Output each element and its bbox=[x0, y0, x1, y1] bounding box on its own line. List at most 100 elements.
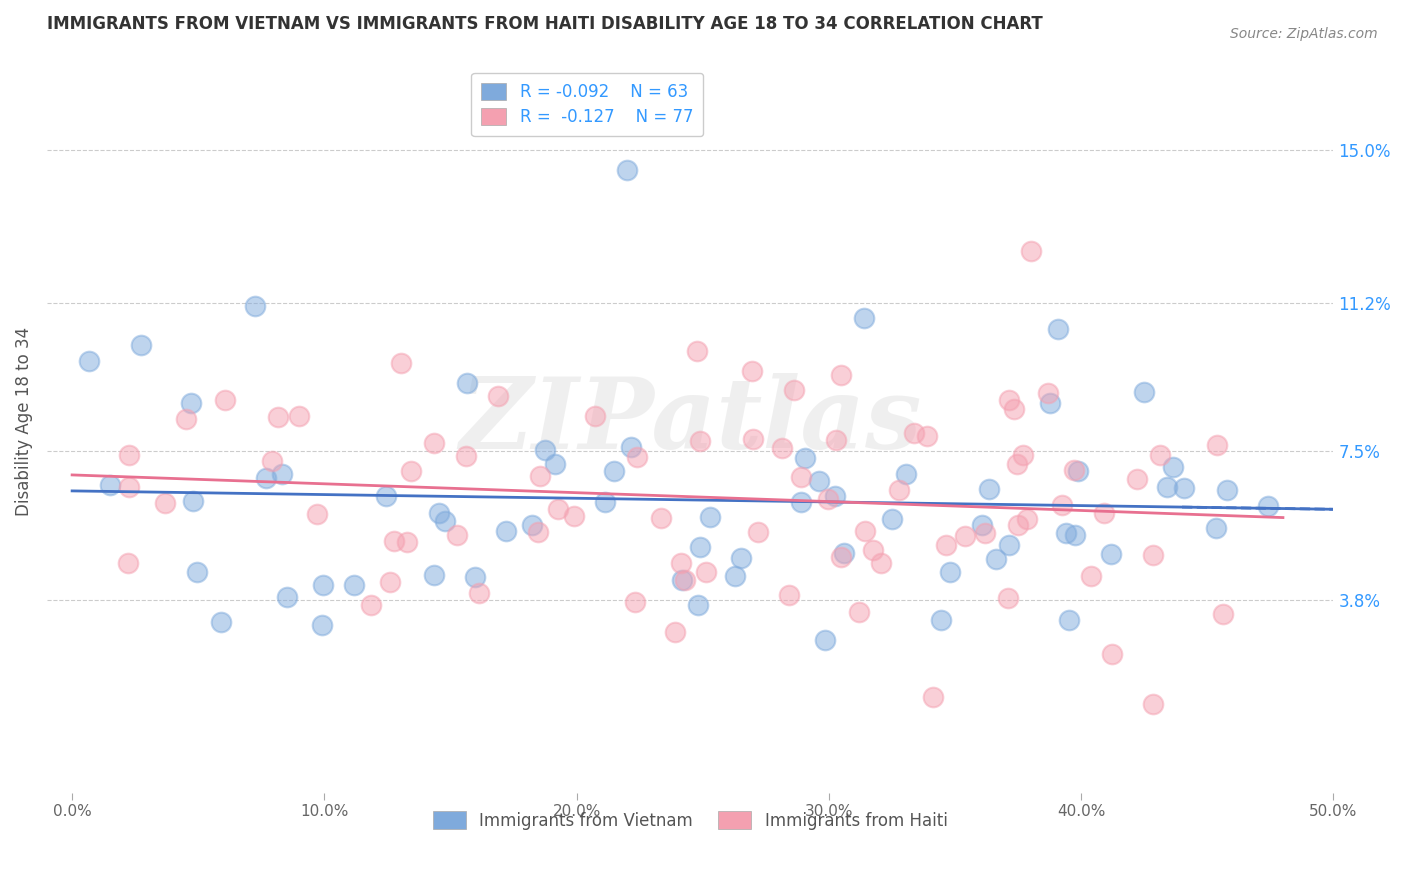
Point bbox=[98, 478, 121, 492]
Point bbox=[1015, 512, 1038, 526]
Point bbox=[464, 569, 486, 583]
Point bbox=[832, 546, 855, 560]
Text: ZIPatlas: ZIPatlas bbox=[458, 373, 921, 469]
Point bbox=[1063, 463, 1085, 477]
Point bbox=[529, 469, 551, 483]
Point bbox=[378, 574, 401, 589]
Point bbox=[456, 449, 478, 463]
Point bbox=[209, 615, 232, 629]
Point bbox=[305, 507, 328, 521]
Point bbox=[1002, 402, 1025, 417]
Point bbox=[695, 565, 717, 579]
Point bbox=[486, 389, 509, 403]
Point bbox=[984, 551, 1007, 566]
Point bbox=[953, 529, 976, 543]
Point bbox=[181, 493, 204, 508]
Point bbox=[1142, 698, 1164, 712]
Point bbox=[778, 588, 800, 602]
Point bbox=[1126, 472, 1149, 486]
Point bbox=[998, 393, 1021, 408]
Point bbox=[997, 591, 1019, 605]
Point bbox=[583, 409, 606, 423]
Y-axis label: Disability Age 18 to 34: Disability Age 18 to 34 bbox=[15, 326, 32, 516]
Point bbox=[790, 470, 813, 484]
Point bbox=[824, 433, 846, 447]
Point bbox=[446, 528, 468, 542]
Point bbox=[1163, 460, 1185, 475]
Point bbox=[1063, 528, 1085, 542]
Point bbox=[1156, 480, 1178, 494]
Point bbox=[830, 549, 852, 564]
Point bbox=[974, 525, 997, 540]
Point bbox=[789, 494, 811, 508]
Point bbox=[1149, 448, 1171, 462]
Point bbox=[1057, 613, 1080, 627]
Point bbox=[155, 496, 177, 510]
Point bbox=[180, 396, 202, 410]
Point bbox=[998, 538, 1021, 552]
Point bbox=[664, 625, 686, 640]
Point bbox=[673, 574, 696, 588]
Point bbox=[382, 533, 405, 548]
Point bbox=[547, 501, 569, 516]
Point bbox=[311, 618, 333, 632]
Point bbox=[1257, 499, 1279, 513]
Point bbox=[534, 443, 557, 458]
Point bbox=[1012, 448, 1035, 462]
Point bbox=[935, 537, 957, 551]
Point bbox=[793, 450, 815, 465]
Point bbox=[174, 411, 197, 425]
Point bbox=[671, 556, 693, 570]
Point bbox=[1092, 506, 1115, 520]
Point bbox=[853, 311, 876, 326]
Point bbox=[427, 506, 450, 520]
Point bbox=[1216, 483, 1239, 498]
Point bbox=[814, 633, 837, 648]
Point bbox=[1205, 437, 1227, 451]
Point bbox=[254, 471, 277, 485]
Legend: Immigrants from Vietnam, Immigrants from Haiti: Immigrants from Vietnam, Immigrants from… bbox=[426, 805, 955, 837]
Point bbox=[724, 569, 747, 583]
Point bbox=[699, 510, 721, 524]
Point bbox=[1054, 526, 1077, 541]
Point bbox=[267, 410, 290, 425]
Text: IMMIGRANTS FROM VIETNAM VS IMMIGRANTS FROM HAITI DISABILITY AGE 18 TO 34 CORRELA: IMMIGRANTS FROM VIETNAM VS IMMIGRANTS FR… bbox=[46, 15, 1043, 33]
Point bbox=[848, 605, 870, 619]
Point bbox=[689, 434, 711, 448]
Point bbox=[262, 454, 284, 468]
Point bbox=[903, 426, 925, 441]
Point bbox=[1052, 498, 1074, 512]
Point bbox=[423, 567, 446, 582]
Point bbox=[770, 441, 793, 455]
Point bbox=[741, 432, 763, 446]
Point bbox=[520, 517, 543, 532]
Point bbox=[1133, 385, 1156, 400]
Point bbox=[544, 458, 567, 472]
Point bbox=[374, 489, 396, 503]
Point bbox=[312, 578, 335, 592]
Point bbox=[214, 392, 236, 407]
Point bbox=[1173, 481, 1195, 495]
Point bbox=[807, 474, 830, 488]
Point bbox=[870, 557, 893, 571]
Point bbox=[343, 578, 366, 592]
Point bbox=[1019, 244, 1042, 258]
Point bbox=[616, 163, 638, 178]
Point bbox=[1212, 607, 1234, 621]
Point bbox=[977, 482, 1000, 496]
Point bbox=[620, 440, 643, 454]
Point bbox=[360, 598, 382, 612]
Point bbox=[830, 368, 852, 383]
Point bbox=[747, 524, 769, 539]
Point bbox=[887, 483, 910, 497]
Point bbox=[817, 491, 839, 506]
Point bbox=[1047, 322, 1070, 336]
Point bbox=[783, 383, 806, 397]
Point bbox=[395, 535, 418, 549]
Point bbox=[685, 343, 707, 358]
Point bbox=[118, 448, 141, 462]
Point bbox=[970, 518, 993, 533]
Point bbox=[894, 467, 917, 481]
Point bbox=[853, 524, 876, 538]
Point bbox=[271, 467, 294, 481]
